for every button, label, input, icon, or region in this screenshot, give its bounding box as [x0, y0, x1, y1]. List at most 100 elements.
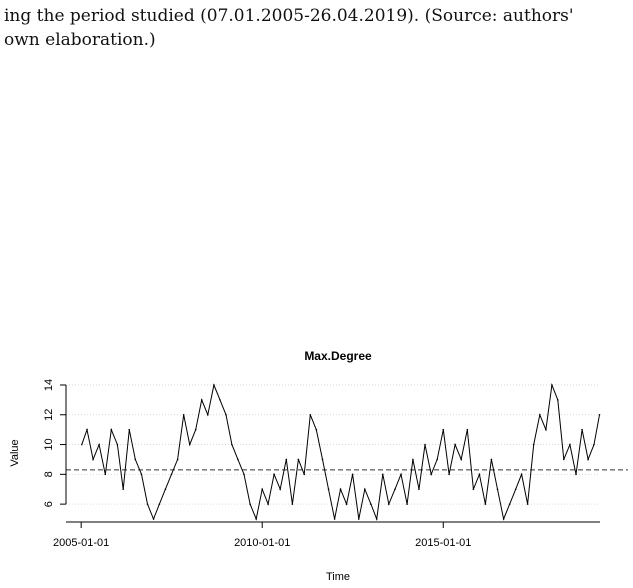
series-line — [81, 383, 600, 521]
data-point-55 — [412, 458, 414, 461]
y-axis-label: Value — [9, 439, 21, 466]
data-point-1 — [86, 428, 88, 431]
data-point-78 — [551, 384, 553, 386]
data-point-27 — [243, 473, 245, 476]
data-point-21 — [206, 413, 209, 416]
data-point-77 — [545, 428, 547, 431]
data-point-65 — [472, 488, 475, 491]
data-point-22 — [213, 384, 215, 386]
data-point-73 — [520, 473, 523, 476]
data-point-7 — [122, 488, 125, 491]
data-point-59 — [436, 458, 439, 461]
data-point-11 — [146, 503, 149, 505]
data-point-41 — [327, 488, 330, 491]
data-point-56 — [418, 488, 420, 491]
data-point-5 — [110, 428, 113, 431]
data-point-61 — [448, 473, 450, 476]
data-point-4 — [104, 473, 107, 476]
data-point-84 — [587, 458, 589, 461]
data-point-33 — [279, 488, 281, 491]
data-point-44 — [345, 503, 348, 505]
data-point-13 — [158, 503, 161, 505]
data-point-39 — [315, 428, 318, 431]
data-point-53 — [400, 473, 402, 476]
data-point-25 — [231, 443, 233, 446]
figure-caption: ing the period studied (07.01.2005-26.04… — [4, 4, 630, 52]
data-point-58 — [430, 473, 432, 476]
data-point-16 — [176, 458, 179, 461]
data-point-14 — [164, 488, 167, 491]
data-point-28 — [249, 503, 251, 505]
y-tick-label-10: 10 — [43, 438, 55, 450]
data-point-17 — [182, 413, 185, 416]
data-point-15 — [170, 473, 173, 476]
data-point-29 — [255, 518, 257, 520]
data-point-43 — [339, 488, 342, 491]
data-point-64 — [466, 428, 469, 431]
data-point-76 — [539, 413, 541, 416]
data-point-83 — [581, 428, 583, 431]
y-tick-label-14: 14 — [43, 379, 55, 391]
series-points — [80, 384, 601, 520]
data-point-37 — [303, 473, 306, 476]
time-series-chart: Max.Degree 2005-01-01 2010-01-01 2015-01-0… — [9, 349, 628, 583]
data-point-45 — [351, 473, 354, 476]
data-point-66 — [478, 473, 481, 476]
data-point-35 — [291, 503, 294, 505]
data-point-72 — [514, 488, 517, 491]
data-point-68 — [490, 458, 493, 461]
y-tick-label-6: 6 — [43, 501, 55, 507]
data-point-67 — [484, 503, 487, 505]
data-point-20 — [200, 399, 203, 401]
data-point-51 — [388, 503, 390, 505]
y-tick-label-8: 8 — [43, 471, 55, 477]
data-point-10 — [140, 473, 143, 476]
data-point-0 — [80, 443, 83, 446]
data-point-19 — [194, 428, 197, 431]
data-point-52 — [394, 488, 396, 491]
y-gridlines — [66, 384, 600, 505]
data-point-32 — [273, 473, 275, 476]
data-point-31 — [267, 503, 269, 505]
data-point-69 — [496, 488, 499, 491]
y-tick-label-12: 12 — [43, 409, 55, 421]
data-point-26 — [237, 458, 239, 461]
y-ticks: 6 8 10 12 14 — [43, 379, 66, 507]
data-point-81 — [569, 443, 571, 446]
data-point-36 — [297, 458, 300, 461]
data-point-86 — [598, 413, 601, 416]
data-point-85 — [593, 443, 595, 446]
data-point-50 — [381, 473, 384, 476]
caption-line-1: ing the period studied (07.01.2005-26.04… — [4, 6, 574, 26]
data-point-71 — [508, 503, 511, 505]
data-point-62 — [454, 443, 456, 446]
data-point-40 — [321, 458, 324, 461]
data-point-48 — [370, 503, 372, 505]
caption-line-2: own elaboration.) — [4, 30, 156, 50]
x-tick-label-2: 2015-01-01 — [415, 537, 471, 549]
data-point-80 — [563, 458, 565, 461]
data-point-47 — [364, 488, 366, 491]
data-point-18 — [188, 443, 191, 446]
data-point-42 — [333, 518, 336, 520]
data-point-2 — [92, 458, 94, 461]
x-tick-label-1: 2010-01-01 — [234, 537, 290, 549]
data-point-24 — [225, 413, 227, 416]
data-point-79 — [556, 399, 559, 401]
data-point-57 — [424, 443, 426, 446]
data-point-3 — [98, 443, 100, 446]
data-point-30 — [261, 488, 264, 491]
data-point-63 — [460, 458, 462, 461]
data-point-54 — [406, 503, 408, 505]
data-point-70 — [502, 518, 505, 520]
data-point-38 — [309, 413, 312, 416]
data-point-46 — [357, 518, 360, 520]
data-point-60 — [442, 428, 445, 431]
data-point-12 — [152, 518, 155, 520]
x-tick-label-0: 2005-01-01 — [53, 537, 109, 549]
data-point-6 — [116, 443, 119, 446]
data-point-82 — [575, 473, 577, 476]
data-point-23 — [219, 399, 221, 401]
data-point-49 — [375, 518, 378, 520]
data-point-75 — [532, 443, 535, 446]
